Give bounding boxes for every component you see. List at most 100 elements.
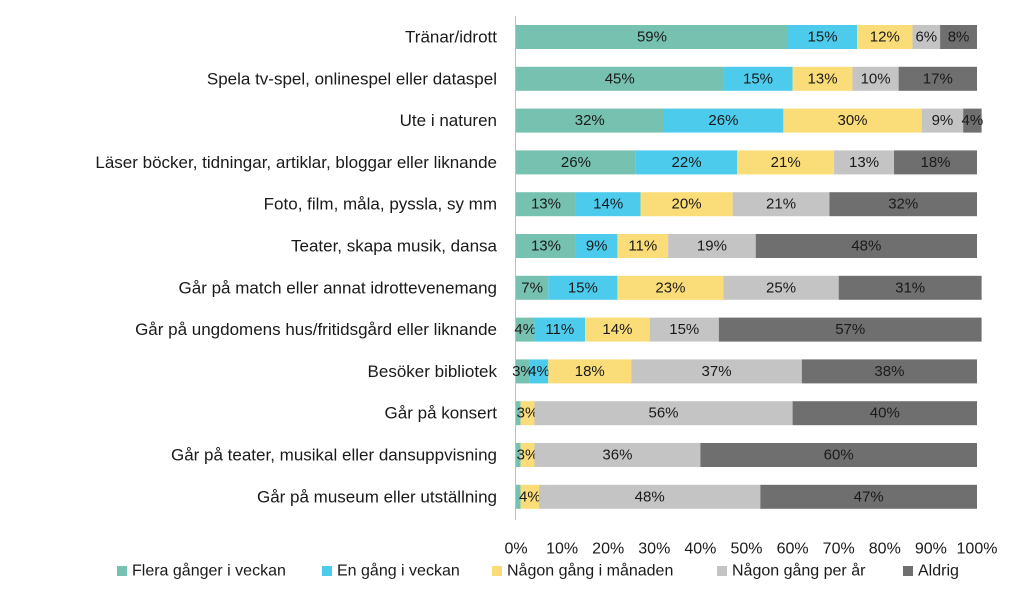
- category-label: Spela tv-spel, onlinespel eller dataspel: [207, 69, 497, 88]
- bar-segment: [539, 484, 761, 509]
- bar-segment: [732, 192, 830, 217]
- bar-segment: [921, 108, 964, 133]
- data-label: 25%: [766, 279, 796, 296]
- bar-segment: [829, 192, 977, 217]
- data-label: 26%: [561, 154, 591, 171]
- bar-row: 45% 15% 13% 10% 17%: [516, 66, 977, 91]
- data-label: 4%: [519, 488, 541, 505]
- data-label: 4%: [528, 363, 550, 380]
- data-label: 13%: [849, 154, 879, 171]
- data-label: 12%: [870, 29, 900, 46]
- bar-segment: [516, 66, 724, 91]
- legend-label: Aldrig: [918, 563, 959, 580]
- bar-row: 3% 56% 40%: [516, 401, 977, 426]
- data-label: 59%: [637, 29, 667, 46]
- bar-segment: [516, 234, 576, 258]
- bar-row: 59% 15% 12% 6% 8%: [516, 25, 977, 49]
- bar-row: 4% 48% 47%: [516, 484, 977, 509]
- x-tick-label: 80%: [869, 541, 901, 558]
- bar-segment: [516, 443, 521, 467]
- data-label: 56%: [649, 405, 679, 422]
- data-label: 15%: [568, 279, 598, 296]
- bar-segment: [635, 150, 738, 175]
- bar-segment: [534, 401, 793, 426]
- x-tick-label: 20%: [592, 541, 624, 558]
- data-label: 9%: [586, 238, 608, 255]
- data-label: 4%: [514, 321, 536, 338]
- data-label: 32%: [575, 112, 605, 129]
- bar-segment: [516, 25, 788, 49]
- bar-segment: [516, 484, 521, 509]
- category-label: Går på museum eller utställning: [257, 487, 497, 506]
- bar-segment: [516, 108, 664, 133]
- data-label: 22%: [672, 154, 702, 171]
- category-label: Går på konsert: [385, 404, 498, 423]
- data-label: 6%: [915, 29, 937, 46]
- bar-segment: [534, 317, 586, 342]
- bar-segment: [755, 234, 977, 258]
- data-label: 13%: [531, 196, 561, 213]
- bar-segment: [898, 66, 977, 91]
- data-label: 13%: [531, 238, 561, 255]
- legend-label: Någon gång per år: [732, 562, 866, 580]
- data-label: 47%: [854, 488, 884, 505]
- data-label: 37%: [702, 363, 732, 380]
- bar-segment: [585, 317, 650, 342]
- bar-segment: [548, 359, 632, 384]
- data-label: 57%: [835, 321, 865, 338]
- data-label: 8%: [948, 29, 970, 46]
- data-label: 30%: [838, 112, 868, 129]
- bar-row: 26% 22% 21% 13% 18%: [516, 150, 977, 175]
- data-label: 20%: [672, 196, 702, 213]
- legend-label: En gång i veckan: [337, 562, 460, 580]
- data-label: 18%: [575, 363, 605, 380]
- bar-segment: [801, 359, 977, 384]
- bar-segment: [649, 317, 719, 342]
- bars-group: 59% 15% 12% 6% 8% 45% 15% 13% 10% 17% 32% 26% 30% 9% 4…: [512, 25, 983, 509]
- legend-item: Någon gång i månaden: [492, 562, 673, 580]
- bar-segment: [668, 234, 756, 258]
- bar-segment: [737, 150, 835, 175]
- category-label: Besöker bibliotek: [368, 362, 498, 381]
- data-label: 13%: [808, 70, 838, 87]
- bar-segment: [787, 25, 858, 49]
- data-label: 40%: [870, 405, 900, 422]
- bar-row: 4% 11% 14% 15% 57%: [514, 317, 982, 342]
- bar-row: 32% 26% 30% 9% 4%: [516, 108, 983, 133]
- bar-segment: [548, 275, 618, 300]
- bar-segment: [912, 25, 941, 49]
- bar-segment: [718, 317, 982, 342]
- legend: Flera gånger i veckan En gång i veckan Någ…: [117, 562, 959, 580]
- x-tick-label: 30%: [638, 541, 670, 558]
- x-tick-label: 10%: [546, 541, 578, 558]
- category-label: Foto, film, måla, pyssla, sy mm: [264, 195, 497, 214]
- category-label: Ute i naturen: [400, 111, 497, 130]
- data-label: 48%: [851, 238, 881, 255]
- bar-segment: [963, 108, 982, 133]
- legend-item: Aldrig: [903, 563, 959, 580]
- data-label: 38%: [874, 363, 904, 380]
- legend-swatch: [117, 566, 127, 576]
- data-label: 10%: [861, 70, 891, 87]
- x-axis-ticks: 0% 10% 20% 30% 40% 50% 60% 70% 80% 90% 100%: [504, 541, 997, 558]
- bar-segment: [529, 359, 549, 384]
- category-label: Tränar/idrott: [405, 28, 497, 47]
- data-label: 60%: [824, 447, 854, 464]
- category-label: Går på teater, musikal eller dansuppvisn…: [171, 446, 497, 465]
- bar-segment: [617, 275, 724, 300]
- data-label: 3%: [512, 363, 534, 380]
- bar-segment: [534, 443, 701, 467]
- legend-swatch: [322, 566, 332, 576]
- category-label: Läser böcker, tidningar, artiklar, blogg…: [95, 153, 497, 172]
- legend-swatch: [717, 566, 727, 576]
- x-tick-label: 40%: [684, 541, 716, 558]
- bar-segment: [723, 66, 793, 91]
- bar-segment: [617, 234, 669, 258]
- x-tick-label: 100%: [957, 541, 998, 558]
- bar-segment: [575, 192, 641, 217]
- bar-segment: [792, 401, 977, 426]
- bar-segment: [760, 484, 977, 509]
- legend-item: Flera gånger i veckan: [117, 562, 286, 580]
- x-tick-label: 0%: [504, 541, 527, 558]
